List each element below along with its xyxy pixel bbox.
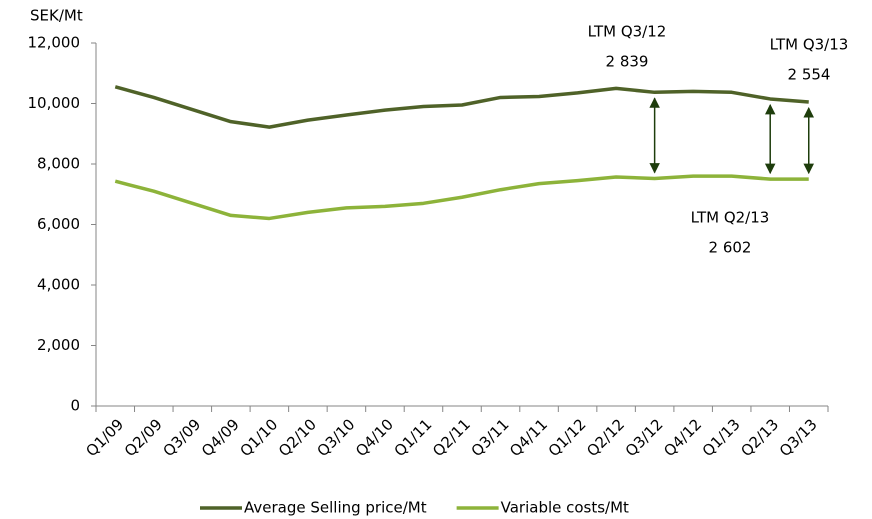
annotation-value: 2 554 bbox=[788, 66, 831, 84]
x-tick-label: Q2/12 bbox=[583, 415, 628, 460]
x-tick-label: Q1/09 bbox=[82, 415, 127, 460]
x-tick-label: Q1/11 bbox=[391, 415, 436, 460]
x-tick-label: Q4/11 bbox=[506, 415, 551, 460]
annotation-value: 2 602 bbox=[709, 239, 752, 257]
x-tick-label: Q3/10 bbox=[314, 415, 359, 460]
x-tick-label: Q2/13 bbox=[737, 415, 782, 460]
y-tick-label: 8,000 bbox=[37, 155, 80, 173]
x-tick-label: Q3/09 bbox=[159, 415, 204, 460]
annotation-title: LTM Q2/13 bbox=[691, 209, 770, 227]
x-tick-label: Q4/10 bbox=[352, 415, 397, 460]
legend-label: Average Selling price/Mt bbox=[244, 499, 427, 517]
x-tick-label: Q4/12 bbox=[660, 415, 705, 460]
y-tick-label: 0 bbox=[70, 397, 80, 415]
y-tick-label: 2,000 bbox=[37, 336, 80, 354]
x-tick-label: Q3/12 bbox=[622, 415, 667, 460]
x-tick-label: Q1/12 bbox=[545, 415, 590, 460]
y-tick-label: 12,000 bbox=[28, 34, 81, 52]
x-tick-label: Q4/09 bbox=[198, 415, 243, 460]
x-tick-label: Q2/09 bbox=[121, 415, 166, 460]
y-tick-label: 6,000 bbox=[37, 215, 80, 233]
x-tick-label: Q3/11 bbox=[468, 415, 513, 460]
x-tick-label: Q2/11 bbox=[429, 415, 474, 460]
y-tick-label: 4,000 bbox=[37, 276, 80, 294]
data-line bbox=[114, 174, 809, 221]
legend-label: Variable costs/Mt bbox=[501, 499, 629, 517]
unit-label: SEK/Mt bbox=[30, 7, 83, 25]
data-line bbox=[114, 85, 809, 129]
annotation-title: LTM Q3/12 bbox=[588, 23, 667, 41]
y-tick-label: 10,000 bbox=[28, 94, 81, 112]
x-tick-label: Q1/10 bbox=[236, 415, 281, 460]
x-tick-label: Q2/10 bbox=[275, 415, 320, 460]
x-tick-label: Q3/13 bbox=[776, 415, 821, 460]
annotation-value: 2 839 bbox=[606, 53, 649, 71]
x-tick-label: Q1/13 bbox=[699, 415, 744, 460]
annotation-title: LTM Q3/13 bbox=[770, 36, 849, 54]
